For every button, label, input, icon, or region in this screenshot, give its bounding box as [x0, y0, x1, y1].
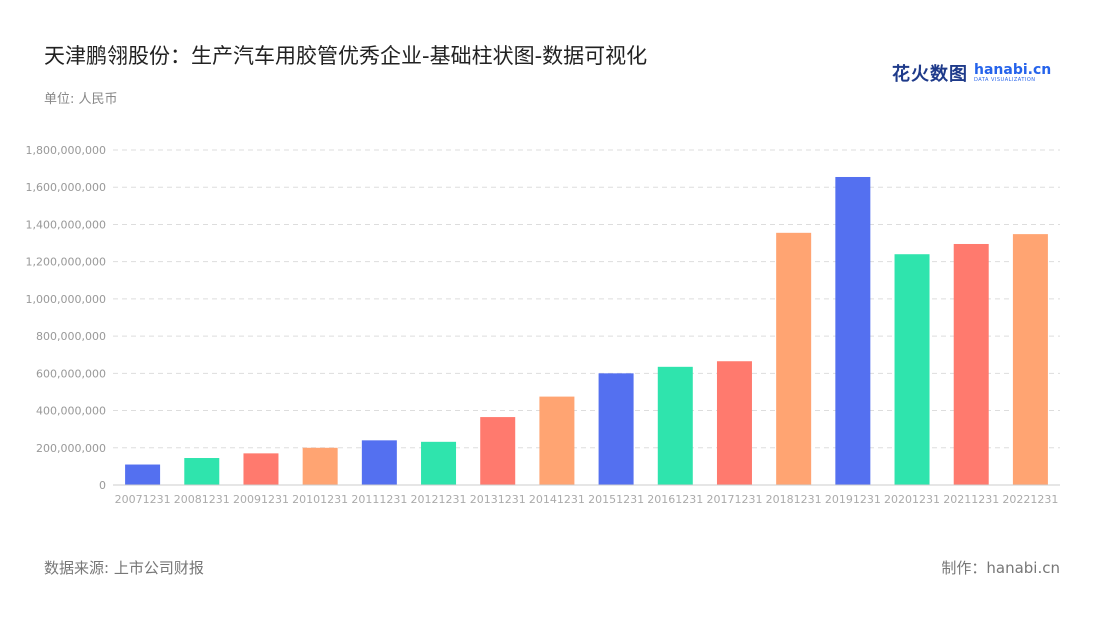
x-tick-label: 20131231: [470, 493, 526, 506]
y-tick-label: 1,200,000,000: [26, 256, 106, 269]
x-tick-label: 20101231: [292, 493, 348, 506]
bar-20171231: [716, 361, 752, 485]
x-tick-label: 20161231: [647, 493, 703, 506]
grid-lines: [113, 149, 1060, 449]
bar-20071231: [125, 464, 161, 485]
y-tick-label: 1,600,000,000: [26, 181, 106, 194]
y-axis-ticks: 0 200,000,000 400,000,000 600,000,000 800,00…: [26, 144, 106, 492]
logo-name-en: hanabi.cn: [974, 62, 1052, 78]
y-tick-label: 1,800,000,000: [26, 144, 106, 157]
x-tick-label: 20171231: [706, 493, 762, 506]
bar-20091231: [243, 453, 279, 485]
y-tick-label: 1,000,000,000: [26, 293, 106, 306]
brand-logo: 花火数图 hanabi.cn DATA VISUALIZATION: [892, 60, 1051, 86]
bar-20131231: [480, 417, 516, 485]
bar-20111231: [361, 440, 397, 485]
y-tick-label: 0: [99, 479, 106, 492]
x-tick-label: 20091231: [233, 493, 289, 506]
bar-20201231: [894, 254, 930, 485]
y-tick-label: 200,000,000: [36, 442, 106, 455]
maker-credit: 制作：hanabi.cn: [941, 559, 1060, 577]
x-tick-label: 20141231: [529, 493, 585, 506]
x-tick-label: 20181231: [766, 493, 822, 506]
x-tick-label: 20121231: [411, 493, 467, 506]
logo-name-cn: 花火数图: [892, 64, 968, 85]
x-tick-label: 20081231: [174, 493, 230, 506]
x-tick-label: 20071231: [115, 493, 171, 506]
x-tick-label: 20221231: [1002, 493, 1058, 506]
y-tick-label: 800,000,000: [36, 330, 106, 343]
x-tick-label: 20191231: [825, 493, 881, 506]
bar-20101231: [302, 447, 338, 485]
bar-20081231: [184, 458, 220, 485]
page-title: 天津鹏翎股份：生产汽车用胶管优秀企业-基础柱状图-数据可视化: [44, 44, 648, 68]
x-tick-label: 20201231: [884, 493, 940, 506]
bar-20161231: [657, 366, 693, 485]
x-tick-label: 20111231: [351, 493, 407, 506]
y-tick-label: 1,400,000,000: [26, 218, 106, 231]
x-axis-ticks: 20071231 20081231 20091231 20101231 20111231…: [115, 493, 1059, 506]
bar-20221231: [1012, 234, 1048, 485]
bar-20121231: [421, 441, 457, 485]
bar-20191231: [835, 176, 871, 485]
bar-20151231: [598, 373, 634, 485]
logo-text-group: hanabi.cn DATA VISUALIZATION: [974, 63, 1051, 83]
unit-label: 单位: 人民币: [44, 92, 118, 107]
bar-20141231: [539, 396, 575, 485]
bar-20211231: [953, 243, 989, 485]
bar-series: [125, 176, 1048, 485]
data-source: 数据来源: 上市公司财报: [44, 559, 204, 577]
x-tick-label: 20151231: [588, 493, 644, 506]
bar-20181231: [776, 232, 812, 485]
y-tick-label: 600,000,000: [36, 367, 106, 380]
logo-tagline: DATA VISUALIZATION: [974, 77, 1036, 83]
y-tick-label: 400,000,000: [36, 405, 106, 418]
x-tick-label: 20211231: [943, 493, 999, 506]
